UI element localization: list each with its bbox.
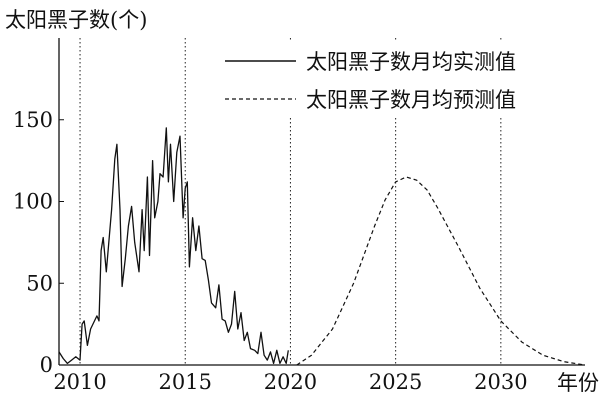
x-axis-title: 年份: [557, 371, 599, 393]
legend-label-predicted: 太阳黑子数月均预测值: [306, 88, 516, 112]
x-tick-label-2015: 2015: [159, 370, 212, 393]
x-tick-label-2010: 2010: [53, 370, 106, 393]
y-tick-label-0: 0: [40, 353, 53, 377]
x-tick-label-2020: 2020: [264, 370, 317, 393]
series-line-predicted: [296, 176, 586, 366]
x-tick-label-2025: 2025: [369, 370, 422, 393]
legend: 太阳黑子数月均实测值 太阳黑子数月均预测值: [218, 40, 576, 116]
y-tick-labels: 0 50 100 150: [13, 108, 64, 377]
series-line-measured: [58, 127, 289, 365]
series-lines: [58, 127, 586, 366]
y-axis-title: 太阳黑子数(个): [5, 8, 147, 32]
x-tick-label-2030: 2030: [474, 370, 527, 393]
y-tick-label-50: 50: [26, 271, 53, 295]
x-tick-labels: 2010 2015 2020 2025 2030: [53, 370, 527, 393]
vertical-gridlines: [79, 38, 502, 365]
y-tick-label-100: 100: [13, 190, 53, 214]
legend-label-measured: 太阳黑子数月均实测值: [306, 50, 516, 74]
legend-mask: [218, 40, 576, 116]
y-tick-label-150: 150: [13, 108, 53, 132]
